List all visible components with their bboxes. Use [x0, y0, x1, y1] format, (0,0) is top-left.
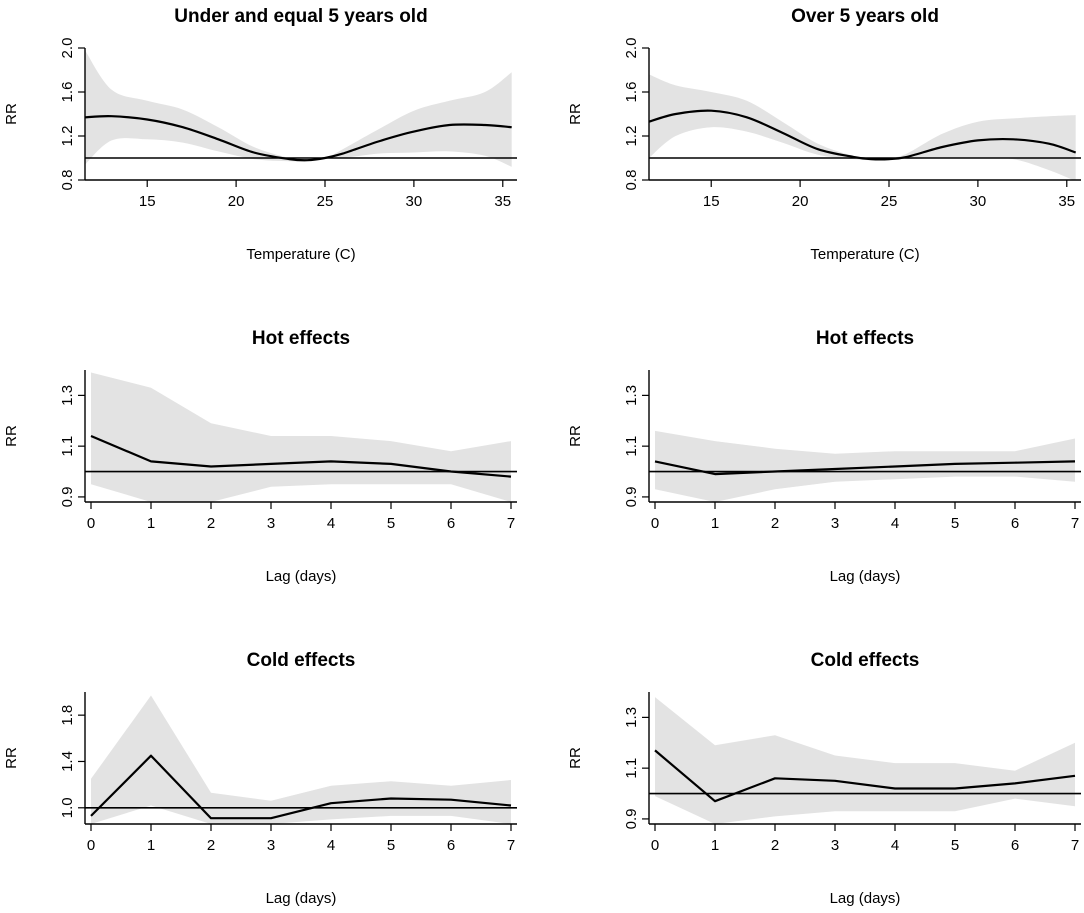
panel-title: Hot effects — [252, 328, 350, 349]
x-tick-label: 2 — [771, 837, 779, 854]
x-tick-label: 35 — [494, 193, 511, 210]
x-tick-label: 0 — [87, 837, 95, 854]
x-axis-label: Lag (days) — [266, 890, 337, 907]
x-tick-label: 4 — [327, 515, 335, 532]
panel-3: 0 1 2 3 4 5 6 7 0.9 1.1 1.3 Hot effects Lag (days) RR — [3, 328, 517, 585]
x-tick-label: 3 — [831, 837, 839, 854]
rr-line — [654, 460, 1076, 476]
ci-band — [91, 372, 511, 502]
x-tick-label: 25 — [317, 193, 334, 210]
panel-1: 15 20 25 30 35 0.8 1.2 1.6 2.0 Under and equal 5 … — [3, 6, 517, 263]
rr-line — [90, 434, 512, 478]
x-tick-label: 4 — [891, 515, 899, 532]
x-tick-label: 7 — [507, 837, 515, 854]
y-axis-label: RR — [567, 747, 584, 769]
ci-band — [655, 697, 1075, 824]
x-tick-label: 35 — [1058, 193, 1075, 210]
x-tick-label: 3 — [267, 837, 275, 854]
x-tick-label: 25 — [881, 193, 898, 210]
x-tick-label: 5 — [387, 837, 395, 854]
x-tick-label: 1 — [147, 515, 155, 532]
ci-band — [85, 50, 512, 167]
panel-4: 0 1 2 3 4 5 6 7 0.9 1.1 1.3 Hot effects Lag (days) RR — [567, 328, 1081, 585]
y-tick-label: 1.3 — [623, 707, 640, 728]
y-tick-label: 1.6 — [59, 82, 76, 103]
x-tick-label: 30 — [406, 193, 423, 210]
x-axis-label: Lag (days) — [830, 568, 901, 585]
y-axis-label: RR — [3, 103, 20, 125]
x-tick-label: 6 — [1011, 837, 1019, 854]
rr-line — [649, 109, 1077, 161]
x-tick-label: 1 — [711, 837, 719, 854]
x-tick-label: 4 — [327, 837, 335, 854]
y-tick-label: 2.0 — [623, 38, 640, 59]
panel-title: Over 5 years old — [791, 6, 939, 27]
x-tick-label: 6 — [1011, 515, 1019, 532]
y-tick-label: 1.6 — [623, 82, 640, 103]
x-tick-label: 6 — [447, 515, 455, 532]
panel-title: Cold effects — [247, 650, 356, 671]
x-tick-label: 20 — [792, 193, 809, 210]
y-tick-label: 1.2 — [59, 126, 76, 147]
y-tick-label: 1.3 — [59, 385, 76, 406]
panel-title: Hot effects — [816, 328, 914, 349]
x-tick-label: 20 — [228, 193, 245, 210]
x-tick-label: 2 — [207, 515, 215, 532]
y-tick-label: 1.8 — [59, 705, 76, 726]
y-tick-label: 0.9 — [623, 486, 640, 507]
x-axis-label: Temperature (C) — [810, 246, 919, 263]
y-tick-label: 0.9 — [59, 486, 76, 507]
x-tick-label: 5 — [387, 515, 395, 532]
y-axis-label: RR — [567, 425, 584, 447]
y-axis-label: RR — [3, 425, 20, 447]
rr-line — [85, 115, 512, 162]
panel-title: Cold effects — [811, 650, 920, 671]
x-tick-label: 0 — [651, 837, 659, 854]
y-tick-label: 0.8 — [623, 170, 640, 191]
x-tick-label: 3 — [267, 515, 275, 532]
y-tick-label: 0.9 — [623, 808, 640, 829]
x-axis-label: Temperature (C) — [246, 246, 355, 263]
x-tick-label: 4 — [891, 837, 899, 854]
x-tick-label: 7 — [1071, 515, 1079, 532]
panel-title: Under and equal 5 years old — [174, 6, 427, 27]
x-tick-label: 5 — [951, 515, 959, 532]
y-tick-label: 1.1 — [59, 436, 76, 457]
ci-band — [649, 74, 1076, 180]
panel-6: 0 1 2 3 4 5 6 7 0.9 1.1 1.3 Cold effects Lag (days) R… — [567, 650, 1081, 907]
x-axis-label: Lag (days) — [830, 890, 901, 907]
ci-band — [655, 430, 1075, 502]
x-axis-label: Lag (days) — [266, 568, 337, 585]
rr-line — [654, 749, 1076, 803]
x-tick-label: 15 — [139, 193, 156, 210]
x-tick-label: 30 — [970, 193, 987, 210]
x-tick-label: 1 — [147, 837, 155, 854]
y-tick-label: 1.4 — [59, 751, 76, 772]
x-tick-label: 1 — [711, 515, 719, 532]
ci-band — [91, 695, 511, 824]
x-tick-label: 7 — [1071, 837, 1079, 854]
rr-line — [90, 754, 512, 820]
x-tick-label: 6 — [447, 837, 455, 854]
y-axis-label: RR — [3, 747, 20, 769]
x-tick-label: 15 — [703, 193, 720, 210]
y-tick-label: 1.1 — [623, 436, 640, 457]
y-tick-label: 1.1 — [623, 758, 640, 779]
x-tick-label: 0 — [87, 515, 95, 532]
x-tick-label: 3 — [831, 515, 839, 532]
x-tick-label: 2 — [771, 515, 779, 532]
y-tick-label: 1.2 — [623, 126, 640, 147]
x-tick-label: 5 — [951, 837, 959, 854]
y-tick-label: 1.3 — [623, 385, 640, 406]
panel-5: 0 1 2 3 4 5 6 7 1.0 1.4 1.8 Cold effects Lag (days) R… — [3, 650, 517, 907]
panel-2: 15 20 25 30 35 0.8 1.2 1.6 2.0 Over 5 years old Te… — [567, 6, 1081, 263]
x-tick-label: 0 — [651, 515, 659, 532]
y-tick-label: 2.0 — [59, 38, 76, 59]
y-axis-label: RR — [567, 103, 584, 125]
x-tick-label: 2 — [207, 837, 215, 854]
y-tick-label: 0.8 — [59, 170, 76, 191]
x-tick-label: 7 — [507, 515, 515, 532]
y-tick-label: 1.0 — [59, 797, 76, 818]
